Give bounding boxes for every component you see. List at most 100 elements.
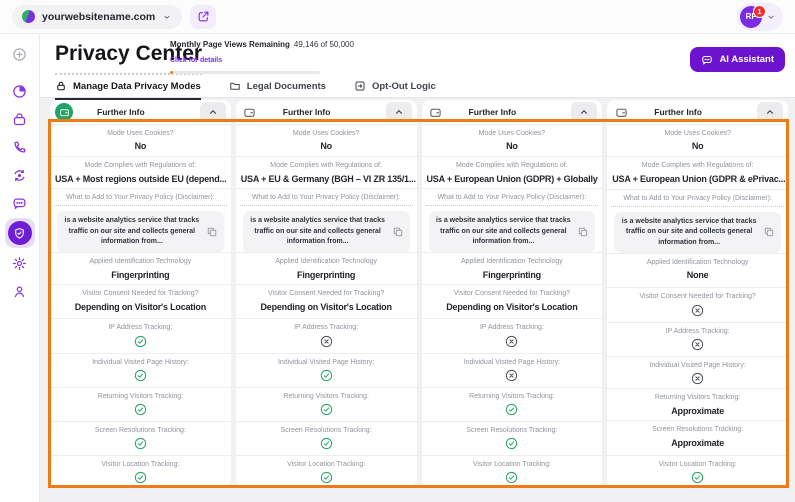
collapse-button[interactable]	[199, 102, 226, 122]
site-selector[interactable]: yourwebsitename.com	[12, 4, 183, 29]
policy-snippet: is a website analytics service that trac…	[428, 211, 596, 253]
collapse-button[interactable]	[385, 102, 412, 122]
row-value: No	[134, 141, 147, 152]
usage-label: Monthly Page Views Remaining	[170, 40, 290, 49]
row-applied-identification-technology: Applied Identification Technology Fingerp…	[235, 252, 417, 284]
row-value: Fingerprinting	[111, 269, 170, 280]
row-visitor-consent-needed-for-tracking: Visitor Consent Needed for Tracking?	[607, 287, 788, 319]
usage-value: 49,146 of 50,000	[293, 40, 354, 49]
sidebar-item-visitors[interactable]	[7, 106, 33, 132]
row-value: USA + EU & Germany (BGH – VI ZR 135/1...	[240, 173, 416, 184]
row-value: Depending on Visitor's Location	[74, 301, 207, 312]
tab-legal-documents[interactable]: Legal Documents	[229, 80, 326, 100]
tab-manage-data-privacy-modes[interactable]: Manage Data Privacy Modes	[55, 80, 201, 100]
sidebar-item-support[interactable]	[7, 134, 33, 160]
sidebar-item-dashboard[interactable]	[7, 78, 33, 104]
row-what-to-add-to-your-privacy-policy-disclaimer: What to Add to Your Privacy Policy (Disc…	[607, 188, 788, 253]
tab-label: Opt-Out Logic	[371, 80, 436, 92]
row-label: Individual Visited Page History:	[649, 361, 746, 369]
row-value: None	[686, 270, 709, 281]
notification-badge: 1	[753, 4, 766, 18]
row-label: Mode Complies with Regulations of:	[84, 162, 197, 170]
policy-text: is a website analytics service that trac…	[250, 217, 385, 246]
usage-details-link[interactable]: Click for details	[170, 57, 223, 64]
row-label: IP Address Tracking:	[479, 324, 544, 332]
row-mode-uses-cookies: Mode Uses Cookies? No	[235, 124, 417, 156]
row-label: Returning Visitors Tracking:	[283, 392, 369, 400]
row-label: Mode Uses Cookies?	[292, 130, 360, 137]
row-label: Screen Resolutions Tracking:	[652, 426, 744, 434]
check-icon	[505, 471, 518, 484]
mode-column-2: Further Info Mode Uses Cookies? No Mode Com…	[235, 100, 417, 487]
cross-icon	[320, 335, 333, 348]
sidebar-item-settings[interactable]	[7, 250, 33, 276]
further-info-header: Further Info	[50, 100, 231, 124]
row-label: What to Add to Your Privacy Policy (Disc…	[425, 194, 599, 207]
mode-column-3: Further Info Mode Uses Cookies? No Mode Com…	[421, 100, 603, 487]
copy-icon[interactable]	[206, 226, 218, 238]
site-favicon-icon	[22, 10, 35, 23]
wallet-icon	[612, 103, 630, 121]
row-value: No	[506, 141, 518, 152]
row-ip-address-tracking: IP Address Tracking:	[607, 321, 788, 354]
row-visitor-location-tracking: Visitor Location Tracking:	[235, 454, 417, 487]
open-site-button[interactable]	[190, 4, 217, 29]
row-mode-complies-with-regulations-of: Mode Complies with Regulations of: USA + …	[50, 156, 231, 188]
check-icon	[505, 403, 518, 416]
sidebar-item-privacy[interactable]	[4, 218, 35, 248]
bag-icon	[12, 112, 27, 127]
row-value: No	[691, 141, 704, 152]
check-icon	[320, 437, 333, 450]
user-menu[interactable]: RF 1	[737, 2, 783, 31]
ai-assistant-label: AI Assistant	[719, 54, 774, 65]
row-label: Screen Resolutions Tracking:	[280, 426, 372, 434]
row-label: Screen Resolutions Tracking:	[466, 426, 558, 434]
row-mode-complies-with-regulations-of: Mode Complies with Regulations of: USA + …	[235, 156, 417, 188]
sidebar-item-account[interactable]	[7, 278, 33, 304]
tabs-divider	[40, 97, 795, 98]
row-value: Fingerprinting	[482, 269, 541, 280]
row-label: Returning Visitors Tracking:	[97, 392, 184, 400]
row-visitor-location-tracking: Visitor Location Tracking:	[607, 454, 788, 487]
collapse-button[interactable]	[757, 102, 783, 122]
plus-circle-icon	[12, 47, 27, 62]
copy-icon[interactable]	[577, 226, 589, 238]
row-label: Visitor Consent Needed for Tracking?	[453, 290, 570, 298]
sidebar-item-add[interactable]	[7, 41, 33, 67]
row-what-to-add-to-your-privacy-policy-disclaimer: What to Add to Your Privacy Policy (Disc…	[235, 188, 417, 253]
row-label: Mode Complies with Regulations of:	[270, 162, 382, 170]
phone-icon	[12, 140, 27, 155]
row-label: Individual Visited Page History:	[277, 358, 375, 366]
further-info-label: Further Info	[468, 107, 517, 117]
wallet-icon	[241, 103, 259, 121]
tab-label: Manage Data Privacy Modes	[73, 80, 201, 92]
tab-opt-out-logic[interactable]: Opt-Out Logic	[354, 80, 436, 100]
chevron-down-icon	[766, 12, 776, 22]
check-icon	[134, 403, 147, 416]
ai-assistant-button[interactable]: AI Assistant	[690, 47, 785, 72]
row-visitor-consent-needed-for-tracking: Visitor Consent Needed for Tracking? Depe…	[235, 284, 417, 316]
sidebar-item-feedback[interactable]	[7, 190, 33, 216]
row-returning-visitors-tracking: Returning Visitors Tracking:	[421, 386, 603, 419]
row-label: Visitor Consent Needed for Tracking?	[639, 293, 756, 301]
sidebar-item-automation[interactable]	[7, 162, 33, 188]
row-label: Visitor Location Tracking:	[472, 460, 551, 468]
row-value: Approximate	[671, 405, 725, 416]
mode-columns: Further Info Mode Uses Cookies? No Mode Com…	[50, 100, 788, 487]
row-ip-address-tracking: IP Address Tracking:	[421, 318, 603, 350]
further-info-label: Further Info	[282, 107, 331, 117]
row-label: Visitor Location Tracking:	[658, 460, 737, 468]
row-label: Applied Identification Technology	[460, 258, 563, 266]
policy-text: is a website analytics service that trac…	[64, 217, 200, 246]
row-applied-identification-technology: Applied Identification Technology Fingerp…	[50, 252, 231, 284]
collapse-button[interactable]	[571, 102, 598, 122]
check-icon	[134, 335, 147, 348]
cross-icon	[691, 338, 704, 351]
copy-icon[interactable]	[392, 226, 404, 238]
further-info-header: Further Info	[236, 100, 417, 124]
sidebar	[0, 34, 40, 502]
row-visitor-location-tracking: Visitor Location Tracking:	[50, 454, 231, 487]
row-label: Mode Complies with Regulations of:	[456, 162, 568, 170]
chevron-up-icon	[393, 106, 405, 118]
copy-icon[interactable]	[763, 226, 775, 238]
